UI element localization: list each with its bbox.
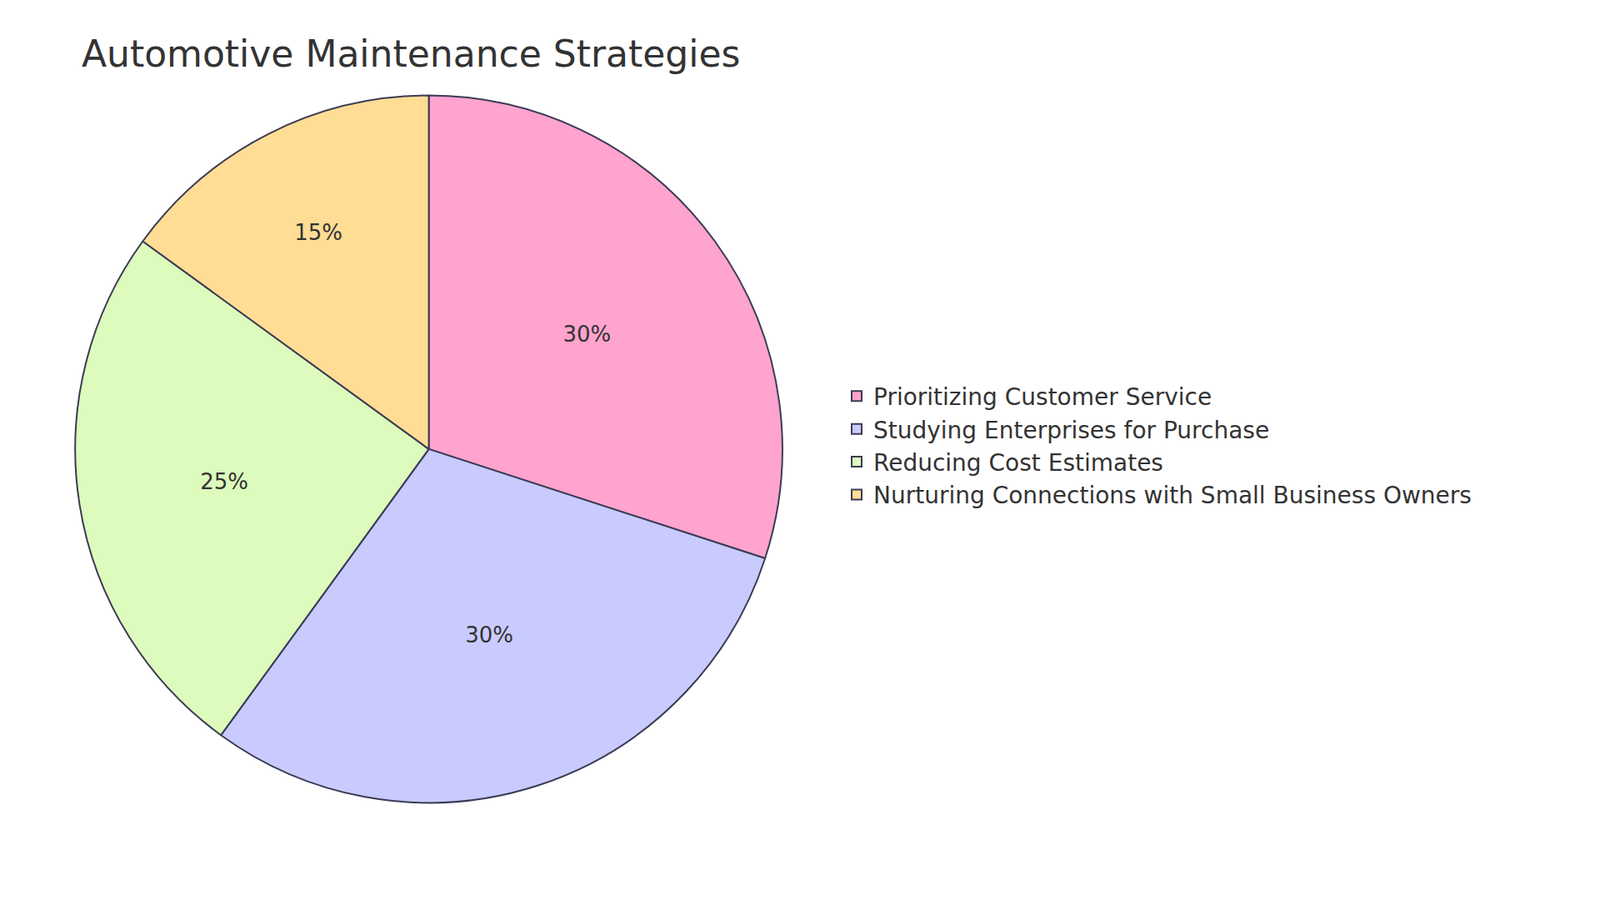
svg-text:30%: 30% (562, 321, 611, 347)
svg-text:25%: 25% (200, 469, 249, 495)
svg-text:Reducing Cost Estimates: Reducing Cost Estimates (873, 449, 1164, 477)
svg-text:Studying Enterprises for Purch: Studying Enterprises for Purchase (873, 416, 1270, 445)
svg-text:Prioritizing Customer Service: Prioritizing Customer Service (873, 383, 1212, 411)
svg-text:30%: 30% (465, 622, 514, 648)
svg-text:Nurturing Connections with Sma: Nurturing Connections with Small Busines… (873, 481, 1472, 510)
svg-text:Automotive Maintenance Strateg: Automotive Maintenance Strategies (81, 32, 741, 75)
svg-text:15%: 15% (294, 220, 343, 245)
